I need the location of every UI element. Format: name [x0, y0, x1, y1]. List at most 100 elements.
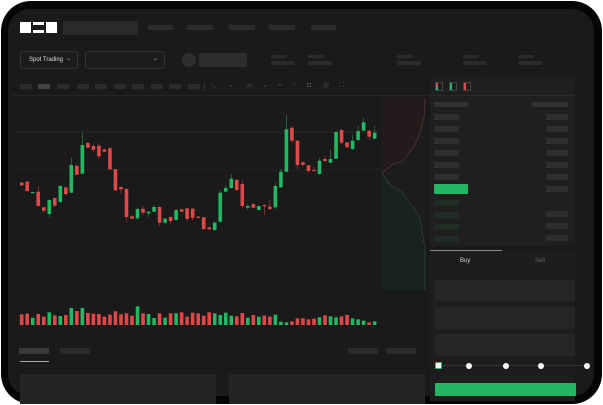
price-input[interactable] [435, 280, 575, 301]
nav-item[interactable] [229, 25, 255, 30]
nav-item[interactable] [187, 25, 213, 30]
candle-up [361, 122, 366, 131]
line-icon[interactable]: ∼ [277, 82, 283, 89]
volume-bar [75, 311, 79, 325]
filter-button[interactable] [348, 348, 378, 354]
candle-down [64, 187, 68, 194]
camera-icon[interactable]: ◘ [307, 82, 312, 89]
volume-bar [146, 314, 151, 325]
candle-up [350, 140, 355, 149]
volume-bar [190, 312, 195, 325]
percent-slider[interactable] [440, 365, 588, 366]
slider-stop-100[interactable] [584, 363, 590, 369]
timeframe-button[interactable] [151, 84, 163, 89]
timeframe-button[interactable] [20, 84, 32, 89]
nav-item[interactable] [269, 25, 295, 30]
tab-order-history[interactable] [60, 348, 90, 354]
timeframe-button[interactable] [188, 84, 200, 89]
nav-item[interactable] [148, 25, 173, 30]
candle-down [119, 187, 123, 190]
bid-row-price[interactable] [434, 224, 459, 230]
bid-row-price[interactable] [434, 236, 459, 242]
chevron-down-icon[interactable]: ⌄ [228, 82, 234, 89]
ask-row-amount[interactable] [546, 186, 568, 192]
candle-up [69, 165, 74, 193]
candle-type-icon[interactable]: ⫶⌄ [211, 82, 217, 89]
volume-bar [97, 314, 101, 325]
orderbook-bids-icon[interactable] [449, 82, 457, 91]
ask-row-price[interactable] [434, 162, 459, 168]
search-bar[interactable] [63, 21, 138, 35]
ask-row-amount[interactable] [546, 138, 568, 144]
orderbook-both-icon[interactable] [435, 82, 443, 91]
candle-down [124, 189, 129, 217]
total-input[interactable] [435, 334, 575, 356]
volume-bar [179, 312, 184, 325]
market-type-dropdown[interactable]: Spot Trading ⌄ [20, 51, 78, 69]
ask-row-amount[interactable] [546, 114, 568, 120]
volume-bar [246, 317, 250, 325]
candle-down [97, 145, 101, 157]
timeframe-button[interactable] [77, 84, 89, 89]
ask-row-price[interactable] [434, 114, 459, 120]
candle-down [113, 169, 118, 191]
chevron-down-icon[interactable]: ⌄ [262, 82, 268, 89]
volume-bar [240, 313, 245, 325]
slider-stop-50[interactable] [503, 363, 509, 369]
volume-bar [257, 316, 261, 325]
buy-button[interactable] [435, 383, 576, 396]
volume-bar [367, 322, 371, 325]
coin-icon [182, 53, 196, 67]
volume-bar [130, 315, 134, 325]
candle-down [234, 180, 239, 190]
timeframe-button[interactable] [95, 84, 107, 89]
volume-bar [25, 313, 30, 325]
fullscreen-icon[interactable]: ⛶ [339, 82, 344, 89]
buy-tab[interactable]: Buy [460, 258, 471, 264]
ask-row-amount[interactable] [546, 126, 568, 132]
ask-row-price[interactable] [434, 150, 459, 156]
candle-down [190, 208, 195, 218]
sell-tab[interactable]: Sell [535, 258, 546, 264]
slider-stop-25[interactable] [466, 363, 472, 369]
ask-row-amount[interactable] [546, 174, 568, 180]
timeframe-button[interactable] [169, 84, 181, 89]
settings-icon[interactable]: ◎ [323, 82, 330, 89]
timeframe-button[interactable] [132, 84, 144, 89]
ask-row-amount[interactable] [546, 150, 568, 156]
ask-row-amount[interactable] [546, 162, 568, 168]
nav-item[interactable] [311, 25, 336, 30]
filter-button[interactable] [386, 348, 416, 354]
toolbar-divider [12, 95, 427, 96]
bid-row-amount[interactable] [546, 211, 568, 217]
bid-row-amount[interactable] [546, 235, 568, 241]
slider-stop-75[interactable] [538, 363, 544, 369]
ask-row-price[interactable] [434, 138, 459, 144]
timeframe-button-active[interactable] [38, 84, 50, 89]
stat-value [271, 61, 295, 65]
timeframe-button[interactable] [57, 84, 69, 89]
ruler-icon[interactable]: ⟋ [292, 82, 297, 89]
tab-open-orders[interactable] [19, 348, 49, 354]
timeframe-button[interactable] [114, 84, 126, 89]
candle-down [185, 208, 189, 219]
bid-row-price[interactable] [434, 212, 459, 218]
market-type-label: Spot Trading [29, 57, 64, 63]
volume-bar [80, 308, 85, 325]
ask-row-price[interactable] [434, 126, 459, 132]
slider-handle[interactable] [435, 362, 442, 369]
toolbar-divider [204, 82, 205, 91]
bid-row-amount[interactable] [546, 223, 568, 229]
ask-row-price[interactable] [434, 174, 459, 180]
okx-logo[interactable] [20, 22, 57, 34]
bid-row-price[interactable] [434, 200, 459, 206]
indicator-icon[interactable]: ⫗ [246, 82, 253, 89]
last-price[interactable] [434, 184, 468, 194]
orderbook-asks-icon[interactable] [463, 82, 471, 91]
amount-input[interactable] [435, 307, 575, 329]
volume-bar [212, 313, 217, 325]
candle-down [91, 146, 96, 150]
pair-dropdown[interactable]: ⌄ [85, 51, 165, 69]
candle-down [301, 162, 305, 165]
